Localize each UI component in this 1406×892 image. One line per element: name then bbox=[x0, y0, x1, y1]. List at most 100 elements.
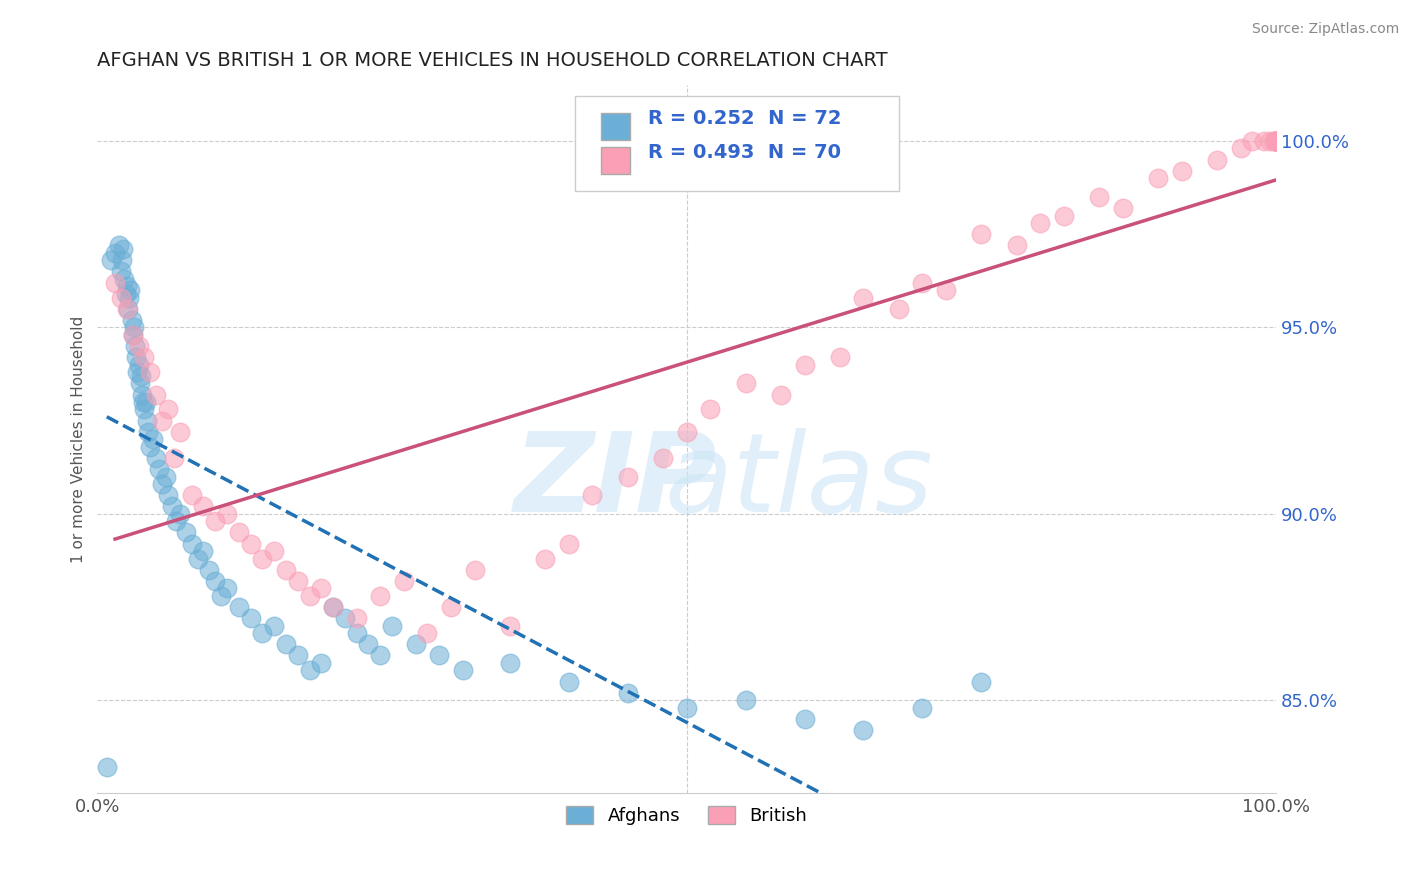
Point bbox=[193, 500, 215, 514]
Point bbox=[136, 425, 159, 439]
FancyBboxPatch shape bbox=[600, 147, 630, 174]
Point bbox=[1241, 134, 1264, 148]
Point bbox=[157, 488, 180, 502]
Point bbox=[160, 500, 183, 514]
Point bbox=[311, 582, 333, 596]
Point bbox=[416, 626, 439, 640]
Point bbox=[852, 723, 875, 737]
Text: Source: ZipAtlas.com: Source: ZipAtlas.com bbox=[1251, 22, 1399, 37]
Point bbox=[333, 611, 356, 625]
Point bbox=[132, 395, 155, 409]
Point bbox=[127, 365, 149, 379]
Point bbox=[652, 450, 675, 465]
Point bbox=[124, 339, 146, 353]
Point bbox=[186, 551, 208, 566]
Point bbox=[1265, 134, 1288, 148]
Point bbox=[215, 582, 238, 596]
Point bbox=[1147, 171, 1170, 186]
Point bbox=[169, 507, 191, 521]
Point bbox=[322, 599, 344, 614]
Point bbox=[204, 574, 226, 588]
Point bbox=[114, 286, 136, 301]
Text: R = 0.252  N = 72: R = 0.252 N = 72 bbox=[648, 109, 841, 128]
Point bbox=[145, 450, 167, 465]
Point bbox=[121, 313, 143, 327]
Point bbox=[392, 574, 415, 588]
Point bbox=[134, 402, 156, 417]
Point bbox=[122, 320, 145, 334]
Point bbox=[135, 395, 157, 409]
Point bbox=[100, 253, 122, 268]
Point bbox=[311, 656, 333, 670]
Point bbox=[145, 387, 167, 401]
Point bbox=[287, 648, 309, 663]
Point bbox=[131, 387, 153, 401]
Point bbox=[128, 376, 150, 391]
Point bbox=[675, 425, 697, 439]
Point bbox=[155, 469, 177, 483]
Point bbox=[110, 291, 132, 305]
Point bbox=[193, 544, 215, 558]
Point bbox=[252, 626, 274, 640]
Point bbox=[111, 253, 134, 268]
Point bbox=[1265, 134, 1288, 148]
Point bbox=[204, 514, 226, 528]
Point bbox=[346, 611, 368, 625]
Point bbox=[1265, 134, 1288, 148]
Point bbox=[1265, 134, 1288, 148]
Point bbox=[463, 563, 485, 577]
Point bbox=[427, 648, 450, 663]
Point bbox=[198, 563, 221, 577]
Point bbox=[1253, 134, 1275, 148]
Point bbox=[117, 301, 139, 316]
Point bbox=[215, 507, 238, 521]
Point bbox=[165, 514, 187, 528]
Point bbox=[228, 599, 250, 614]
Point bbox=[1170, 164, 1192, 178]
Point bbox=[157, 402, 180, 417]
Y-axis label: 1 or more Vehicles in Household: 1 or more Vehicles in Household bbox=[72, 316, 86, 563]
Point bbox=[1263, 134, 1285, 148]
Point bbox=[1029, 216, 1052, 230]
Point bbox=[104, 245, 127, 260]
Point bbox=[128, 339, 150, 353]
Point bbox=[581, 488, 603, 502]
Point bbox=[935, 283, 957, 297]
Point bbox=[346, 626, 368, 640]
Point bbox=[368, 589, 391, 603]
Point bbox=[1206, 153, 1229, 167]
Point bbox=[1053, 209, 1076, 223]
Point bbox=[96, 760, 118, 774]
Point bbox=[675, 700, 697, 714]
Point bbox=[228, 525, 250, 540]
Point bbox=[287, 574, 309, 588]
Point bbox=[121, 327, 143, 342]
Point bbox=[104, 276, 127, 290]
Point bbox=[381, 618, 404, 632]
Point bbox=[1265, 134, 1288, 148]
Point bbox=[499, 656, 522, 670]
Point bbox=[699, 402, 721, 417]
Point bbox=[115, 301, 138, 316]
Text: atlas: atlas bbox=[664, 428, 934, 535]
Text: ZIP: ZIP bbox=[515, 428, 717, 535]
FancyBboxPatch shape bbox=[575, 95, 898, 192]
Point bbox=[115, 279, 138, 293]
Point bbox=[274, 637, 297, 651]
Point bbox=[911, 700, 934, 714]
Point bbox=[769, 387, 792, 401]
Point bbox=[263, 618, 285, 632]
Point bbox=[357, 637, 380, 651]
Point bbox=[534, 551, 557, 566]
Point bbox=[1265, 134, 1288, 148]
Point bbox=[252, 551, 274, 566]
Point bbox=[118, 291, 141, 305]
Point bbox=[142, 432, 165, 446]
Point bbox=[180, 488, 202, 502]
Point bbox=[114, 272, 136, 286]
Text: AFGHAN VS BRITISH 1 OR MORE VEHICLES IN HOUSEHOLD CORRELATION CHART: AFGHAN VS BRITISH 1 OR MORE VEHICLES IN … bbox=[97, 51, 889, 70]
Point bbox=[150, 414, 173, 428]
Point bbox=[616, 686, 638, 700]
Point bbox=[828, 350, 851, 364]
Point bbox=[322, 599, 344, 614]
